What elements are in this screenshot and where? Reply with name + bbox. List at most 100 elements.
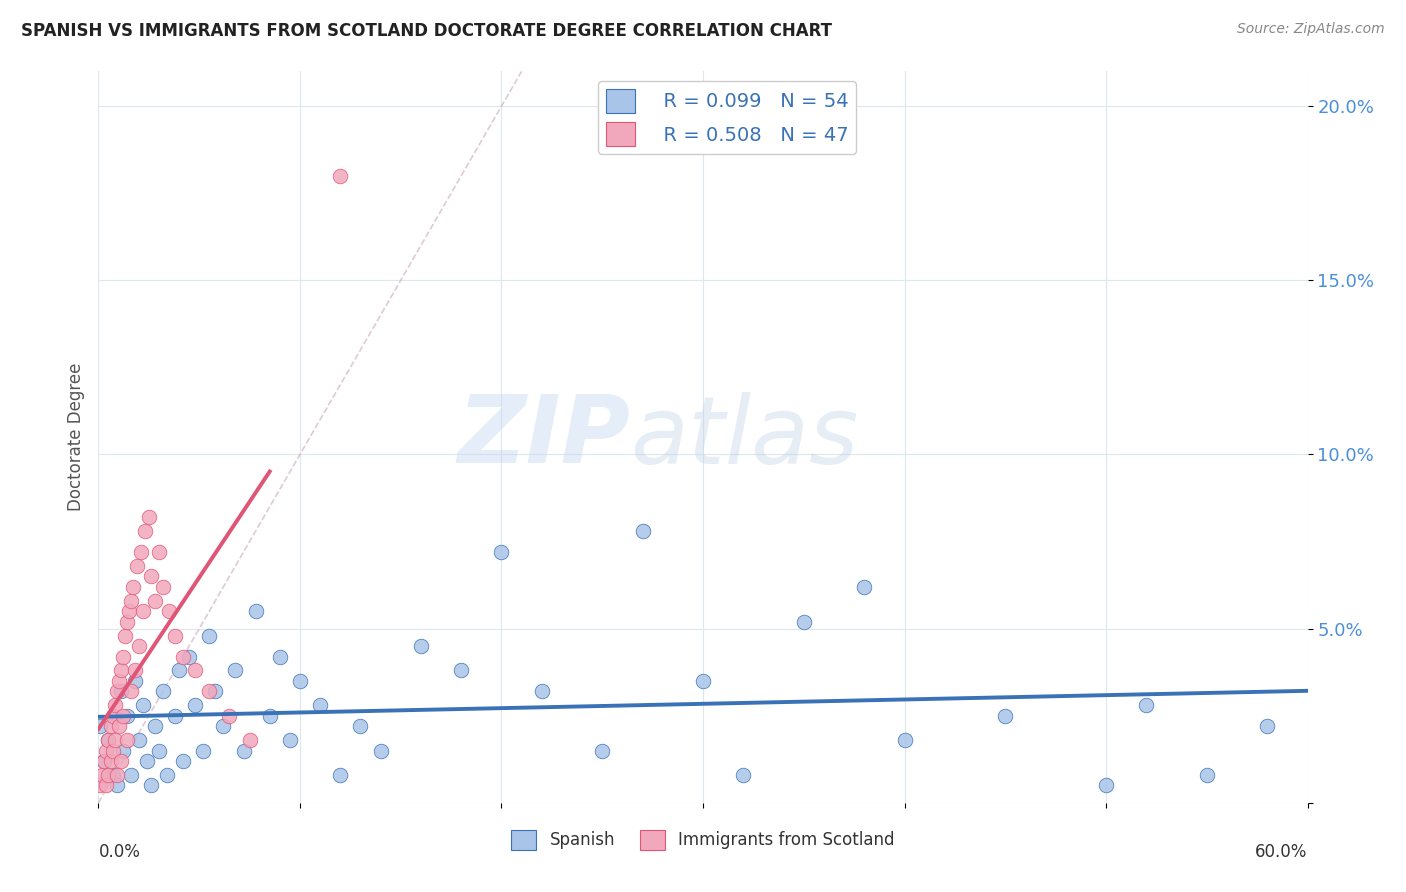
Point [115, 615, 138, 629]
Point [118, 604, 141, 618]
Point [105, 684, 128, 698]
Point [128, 639, 150, 653]
Point [1095, 778, 1118, 792]
Point [793, 615, 815, 629]
Point [89, 778, 111, 792]
Point [100, 719, 122, 733]
Point [103, 733, 125, 747]
Text: 0.0%: 0.0% [98, 843, 141, 861]
Point [349, 719, 371, 733]
Point [96, 743, 118, 757]
Text: Source: ZipAtlas.com: Source: ZipAtlas.com [1237, 22, 1385, 37]
Point [198, 684, 221, 698]
Point [128, 733, 150, 747]
Point [134, 524, 156, 538]
Point [138, 510, 160, 524]
Point [163, 629, 186, 643]
Point [129, 545, 152, 559]
Point [167, 664, 190, 678]
Point [101, 768, 124, 782]
Point [163, 708, 186, 723]
Point [97, 733, 120, 747]
Point [139, 569, 162, 583]
Point [143, 719, 166, 733]
Point [120, 594, 142, 608]
Text: ZIP: ZIP [457, 391, 630, 483]
Point [111, 708, 134, 723]
Text: 60.0%: 60.0% [1256, 843, 1308, 861]
Point [278, 733, 301, 747]
Point [269, 649, 291, 664]
Point [107, 719, 129, 733]
Point [288, 673, 311, 688]
Point [491, 545, 513, 559]
Point [105, 768, 128, 782]
Legend: Spanish, Immigrants from Scotland: Spanish, Immigrants from Scotland [505, 823, 901, 856]
Point [93, 754, 115, 768]
Point [152, 684, 174, 698]
Point [994, 708, 1017, 723]
Point [692, 673, 714, 688]
Point [139, 778, 162, 792]
Point [450, 664, 472, 678]
Point [100, 754, 122, 768]
Point [148, 545, 170, 559]
Point [409, 639, 432, 653]
Point [107, 673, 129, 688]
Point [193, 743, 215, 757]
Point [143, 594, 166, 608]
Point [204, 684, 226, 698]
Point [1135, 698, 1157, 713]
Point [156, 768, 179, 782]
Point [93, 754, 115, 768]
Point [370, 743, 392, 757]
Point [172, 754, 194, 768]
Point [124, 673, 146, 688]
Point [101, 743, 124, 757]
Point [152, 580, 174, 594]
Point [120, 684, 142, 698]
Point [125, 558, 148, 573]
Point [179, 649, 201, 664]
Point [110, 684, 132, 698]
Point [591, 743, 613, 757]
Point [853, 580, 876, 594]
Point [89, 719, 111, 733]
Point [115, 733, 138, 747]
Point [110, 754, 132, 768]
Point [329, 169, 352, 183]
Point [101, 708, 124, 723]
Point [530, 684, 553, 698]
Point [121, 580, 143, 594]
Point [105, 778, 128, 792]
Point [329, 768, 352, 782]
Point [239, 733, 262, 747]
Point [157, 604, 180, 618]
Point [148, 743, 170, 757]
Point [1256, 719, 1278, 733]
Point [893, 733, 915, 747]
Point [120, 768, 142, 782]
Point [124, 664, 146, 678]
Point [172, 649, 194, 664]
Point [259, 708, 281, 723]
Point [115, 708, 138, 723]
Point [184, 698, 207, 713]
Point [232, 743, 254, 757]
Point [218, 708, 240, 723]
Point [733, 768, 755, 782]
Point [224, 664, 246, 678]
Point [91, 768, 114, 782]
Point [97, 733, 120, 747]
Point [97, 768, 120, 782]
Point [631, 524, 654, 538]
Point [103, 698, 125, 713]
Point [135, 754, 157, 768]
Point [110, 664, 132, 678]
Point [111, 649, 134, 664]
Point [96, 778, 118, 792]
Text: SPANISH VS IMMIGRANTS FROM SCOTLAND DOCTORATE DEGREE CORRELATION CHART: SPANISH VS IMMIGRANTS FROM SCOTLAND DOCT… [21, 22, 832, 40]
Point [132, 698, 155, 713]
Text: atlas: atlas [630, 392, 859, 483]
Point [111, 743, 134, 757]
